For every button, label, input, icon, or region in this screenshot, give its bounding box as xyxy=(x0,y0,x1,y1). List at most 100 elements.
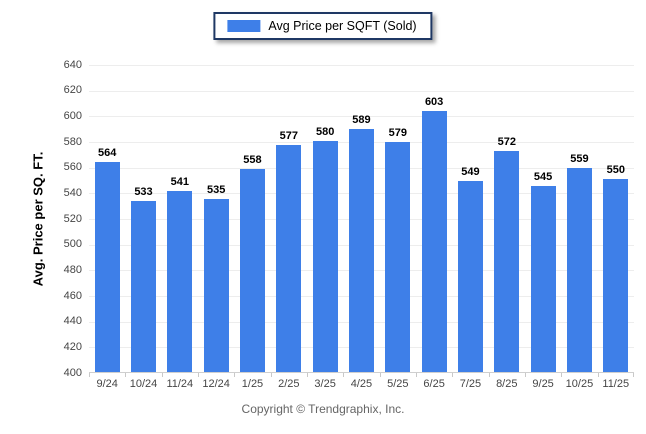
x-tick-mark xyxy=(379,373,381,377)
x-tick-mark xyxy=(306,373,308,377)
gridline xyxy=(89,90,634,92)
x-tick-label: 5/25 xyxy=(387,378,409,390)
x-tick-mark xyxy=(270,373,272,377)
plot-area: 564 533 541 535 558 577 580 589 579 603 549 572 545 5… xyxy=(89,65,634,377)
bar-value-label: 558 xyxy=(243,154,262,166)
legend: Avg Price per SQFT (Sold) xyxy=(213,12,433,40)
y-axis-title: Avg. Price per SQ. FT. xyxy=(30,151,46,287)
bar-group: 549 xyxy=(452,65,488,377)
y-tick-label: 400 xyxy=(63,366,82,379)
x-tick-mark xyxy=(561,373,563,377)
y-tick-label: 500 xyxy=(63,238,82,251)
gridline xyxy=(89,65,634,66)
x-tick-label: 9/24 xyxy=(96,378,118,390)
bar[interactable] xyxy=(421,111,447,372)
bar-value-label: 559 xyxy=(570,153,589,165)
bar-group: 579 xyxy=(379,65,416,377)
gridline xyxy=(89,116,634,118)
bar-group: 577 xyxy=(270,65,307,377)
x-tick-mark xyxy=(597,373,599,377)
bar[interactable] xyxy=(167,191,193,372)
y-tick-label: 480 xyxy=(63,263,82,276)
bar[interactable] xyxy=(130,201,156,372)
bar-value-label: 579 xyxy=(388,127,407,139)
y-tick-label: 440 xyxy=(63,315,82,328)
bar-value-label: 541 xyxy=(170,176,189,188)
bar-group: 558 xyxy=(234,65,270,377)
x-tick-mark xyxy=(632,373,634,377)
y-tick-label: 460 xyxy=(63,289,82,302)
bar[interactable] xyxy=(239,169,265,372)
bar[interactable] xyxy=(276,145,302,372)
bar-value-label: 603 xyxy=(424,96,444,108)
bar-group: 564 xyxy=(89,65,125,377)
bar[interactable] xyxy=(203,199,229,372)
x-tick-label: 4/25 xyxy=(350,378,373,390)
bar-group: 535 xyxy=(197,65,234,377)
y-tick-label: 580 xyxy=(63,135,82,148)
bar-group: 580 xyxy=(306,65,343,377)
y-tick-label: 540 xyxy=(63,186,82,199)
bar-group: 541 xyxy=(161,65,198,377)
bar[interactable] xyxy=(457,181,483,372)
bar-group: 533 xyxy=(125,65,161,377)
bar[interactable] xyxy=(312,141,338,372)
bar[interactable] xyxy=(494,151,520,372)
y-tick-label: 620 xyxy=(63,84,82,97)
x-tick-label: 12/24 xyxy=(202,378,230,390)
x-tick-mark xyxy=(89,373,90,377)
bar-value-label: 533 xyxy=(134,186,153,198)
x-tick-label: 11/25 xyxy=(602,378,630,390)
x-tick-label: 10/24 xyxy=(129,378,158,390)
x-tick-mark xyxy=(524,373,526,377)
x-tick-mark xyxy=(234,373,236,377)
x-tick-label: 10/25 xyxy=(565,378,594,390)
bar[interactable] xyxy=(94,162,120,372)
x-tick-label: 6/25 xyxy=(423,378,445,390)
x-tick-label: 8/25 xyxy=(496,378,518,390)
x-axis-tick-labels: 9/24 10/24 11/24 12/24 1/25 2/25 3/25 4/25 5/25 6… xyxy=(89,378,634,390)
x-tick-mark xyxy=(452,373,454,377)
bars-container: 564 533 541 535 558 577 580 589 579 603 549 572 545 5… xyxy=(89,65,634,377)
x-tick-mark xyxy=(343,373,345,377)
bar-value-label: 545 xyxy=(533,171,553,183)
bar-group: 559 xyxy=(561,65,597,377)
bar-value-label: 549 xyxy=(461,166,480,178)
bar-value-label: 564 xyxy=(97,147,117,159)
bar-value-label: 572 xyxy=(497,136,516,148)
bar[interactable] xyxy=(566,168,592,372)
x-tick-label: 11/24 xyxy=(166,378,194,390)
bar-value-label: 535 xyxy=(206,184,226,196)
x-tick-label: 7/25 xyxy=(459,378,482,390)
bar[interactable] xyxy=(603,179,629,372)
bar[interactable] xyxy=(530,186,556,372)
x-tick-label: 1/25 xyxy=(241,378,264,390)
x-tick-mark xyxy=(161,373,163,377)
x-tick-mark xyxy=(415,373,417,377)
bar-value-label: 550 xyxy=(606,164,625,176)
bar-group: 572 xyxy=(488,65,525,377)
x-tick-mark xyxy=(125,373,127,377)
bar-value-label: 577 xyxy=(279,130,298,142)
bar-group: 550 xyxy=(597,65,634,377)
y-tick-label: 560 xyxy=(63,161,82,174)
x-tick-mark xyxy=(488,373,490,377)
bar-value-label: 589 xyxy=(352,114,371,126)
bar-group: 589 xyxy=(343,65,379,377)
x-tick-label: 3/25 xyxy=(314,378,336,390)
legend-swatch-icon xyxy=(227,20,261,32)
x-tick-label: 9/25 xyxy=(532,378,554,390)
x-tick-label: 2/25 xyxy=(278,378,300,390)
x-tick-mark xyxy=(197,373,199,377)
y-tick-label: 640 xyxy=(63,58,82,71)
bar-group: 603 xyxy=(415,65,452,377)
y-tick-label: 520 xyxy=(63,212,82,225)
y-tick-label: 420 xyxy=(63,340,82,353)
y-tick-label: 600 xyxy=(63,109,82,122)
legend-label: Avg Price per SQFT (Sold) xyxy=(268,19,417,33)
bar[interactable] xyxy=(348,129,374,372)
bar[interactable] xyxy=(385,142,411,372)
copyright-text: Copyright © Trendgraphix, Inc. xyxy=(241,402,405,416)
bar-group: 545 xyxy=(524,65,561,377)
